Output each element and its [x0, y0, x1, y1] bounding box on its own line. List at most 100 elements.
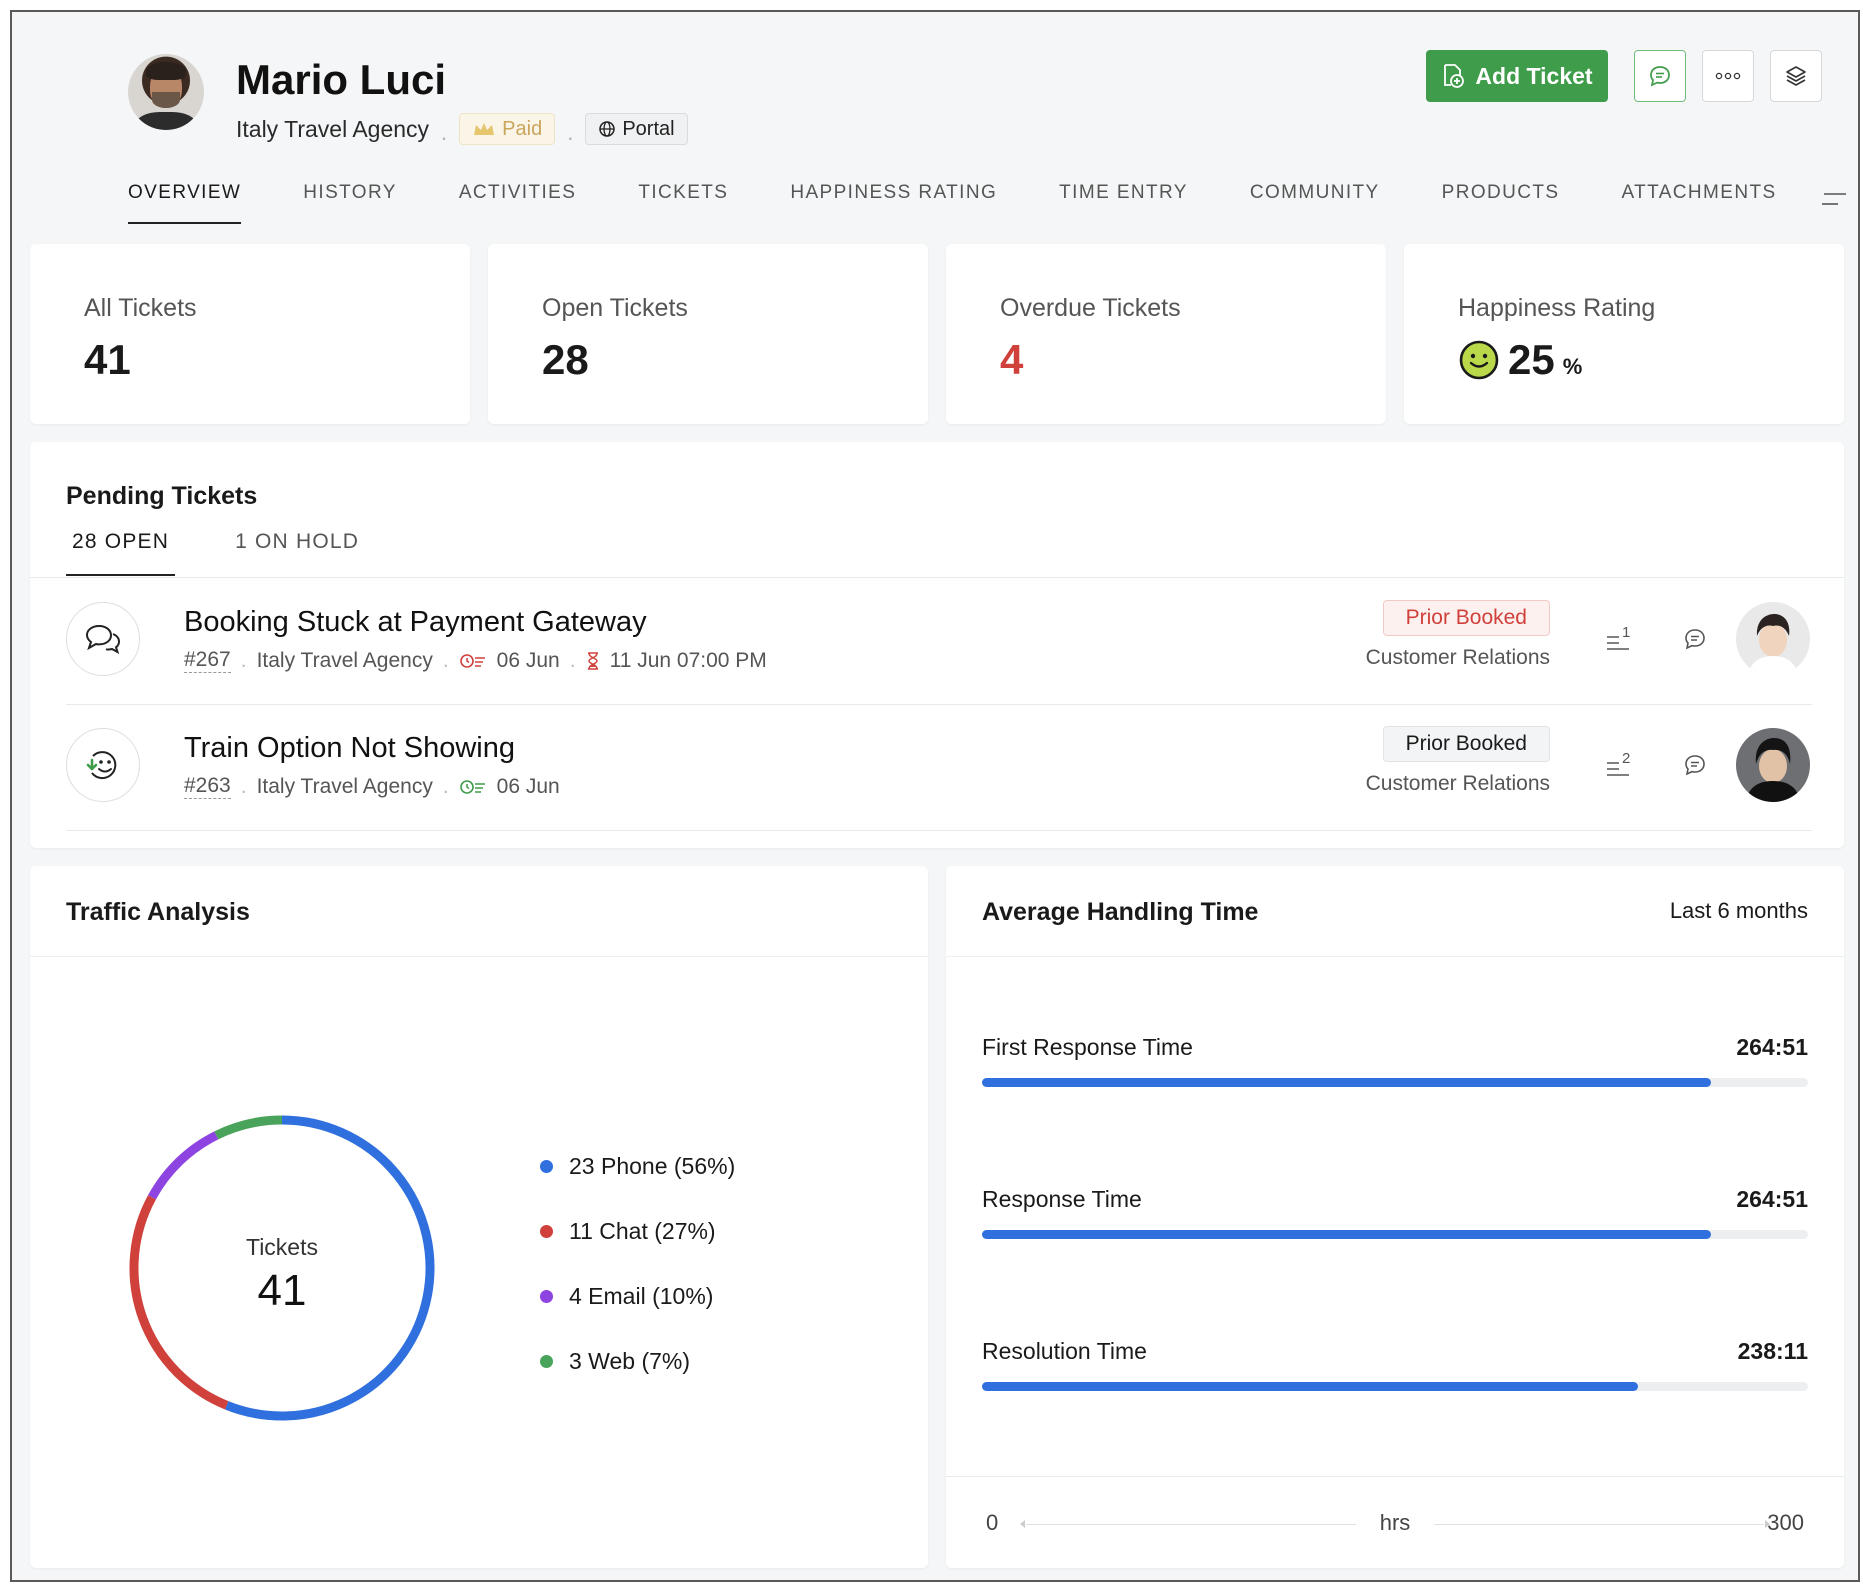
happiness-face-icon — [66, 728, 140, 802]
legend-item-web[interactable]: 3 Web (7%) — [540, 1329, 735, 1394]
metric-resolution-time: Resolution Time 238:11 — [982, 1338, 1808, 1391]
metric-label: Resolution Time — [982, 1338, 1147, 1364]
legend-label: 11 Chat (27%) — [569, 1218, 716, 1244]
donut-slice-email[interactable] — [148, 1131, 219, 1200]
legend-item-email[interactable]: 4 Email (10%) — [540, 1264, 735, 1329]
legend-item-chat[interactable]: 11 Chat (27%) — [540, 1199, 735, 1264]
divider — [66, 704, 1812, 705]
paid-label: Paid — [502, 117, 543, 140]
traffic-analysis-card: Traffic Analysis Tickets 41 23 Phone (56… — [30, 866, 928, 1568]
stat-card-open-tickets[interactable]: Open Tickets 28 — [488, 244, 928, 424]
separator-dot: . — [442, 774, 449, 798]
ticket-status-badge[interactable]: Prior Booked — [1382, 600, 1550, 636]
more-options-button[interactable] — [1702, 50, 1754, 102]
thread-list-icon — [1607, 762, 1629, 776]
agent-avatar[interactable] — [1736, 602, 1810, 676]
separator-dot: . — [442, 648, 449, 672]
created-time-icon — [459, 653, 485, 668]
stat-label: Overdue Tickets — [1000, 294, 1181, 322]
comment-icon[interactable] — [1682, 752, 1708, 778]
metric-label: Response Time — [982, 1186, 1142, 1212]
axis-max-label: 300 — [1767, 1510, 1804, 1535]
layers-icon — [1786, 66, 1806, 86]
stat-value: 28 — [542, 336, 589, 383]
pending-sub-tabs: 28 OPEN 1 ON HOLD — [66, 530, 419, 576]
stat-card-all-tickets[interactable]: All Tickets 41 — [30, 244, 470, 424]
metric-label: First Response Time — [982, 1034, 1193, 1060]
crown-icon — [474, 123, 495, 135]
tab-on-hold-tickets[interactable]: 1 ON HOLD — [235, 530, 360, 553]
axis-line — [1434, 1524, 1764, 1525]
bar-track — [982, 1382, 1808, 1391]
tab-time-entry[interactable]: TIME ENTRY — [1059, 182, 1188, 203]
divider — [30, 577, 1844, 578]
tabs-menu-icon[interactable] — [1820, 190, 1848, 208]
ticket-title[interactable]: Booking Stuck at Payment Gateway — [184, 606, 647, 638]
aht-range-selector[interactable]: Last 6 months — [1669, 898, 1808, 923]
ticket-created: 06 Jun — [496, 648, 560, 672]
stat-card-happiness-rating[interactable]: Happiness Rating 25 % — [1404, 244, 1844, 424]
bar-fill — [982, 1230, 1712, 1239]
axis-unit-label: hrs — [1379, 1510, 1411, 1535]
tab-history[interactable]: HISTORY — [303, 182, 397, 203]
ticket-account[interactable]: Italy Travel Agency — [256, 648, 433, 672]
traffic-legend: 23 Phone (56%) 11 Chat (27%) 4 Email (10… — [540, 1134, 735, 1394]
contact-tabs: OVERVIEW HISTORY ACTIVITIES TICKETS HAPP… — [128, 182, 1839, 224]
axis-left-arrow-icon — [1020, 1520, 1025, 1528]
donut-center-value: 41 — [257, 1266, 307, 1315]
metric-first-response-time: First Response Time 264:51 — [982, 1034, 1808, 1087]
thread-count[interactable]: 2 — [1606, 750, 1630, 781]
ticket-title[interactable]: Train Option Not Showing — [184, 732, 515, 764]
tab-products[interactable]: PRODUCTS — [1441, 182, 1560, 203]
divider — [30, 956, 928, 957]
chat-icon — [1650, 66, 1670, 87]
stat-label: All Tickets — [84, 294, 197, 322]
traffic-analysis-title: Traffic Analysis — [66, 898, 250, 926]
portal-badge[interactable]: Portal — [585, 113, 688, 145]
tab-overview[interactable]: OVERVIEW — [128, 182, 242, 224]
ticket-row[interactable]: Booking Stuck at Payment Gateway #267 . … — [66, 578, 1848, 704]
donut-slice-phone[interactable] — [225, 1115, 435, 1421]
ticket-id[interactable]: #267 — [184, 648, 231, 673]
happiness-unit: % — [1562, 354, 1583, 379]
legend-dot — [540, 1355, 553, 1368]
contact-subline: Italy Travel Agency . Paid . Portal — [236, 112, 688, 146]
ticket-id[interactable]: #263 — [184, 774, 231, 799]
legend-label: 4 Email (10%) — [569, 1283, 714, 1309]
separator-dot: . — [569, 648, 576, 672]
layers-button[interactable] — [1770, 50, 1822, 102]
ticket-meta: #263 . Italy Travel Agency . 06 Jun — [184, 774, 560, 799]
tab-tickets[interactable]: TICKETS — [638, 182, 729, 203]
divider — [946, 1476, 1844, 1477]
tab-activities[interactable]: ACTIVITIES — [458, 182, 577, 203]
stat-card-overdue-tickets[interactable]: Overdue Tickets 4 — [946, 244, 1386, 424]
stat-label: Open Tickets — [542, 294, 688, 322]
ticket-department: Customer Relations — [1365, 772, 1550, 795]
donut-slice-web[interactable] — [214, 1115, 283, 1140]
bar-fill — [982, 1078, 1712, 1087]
legend-dot — [540, 1290, 553, 1303]
thread-count[interactable]: 1 — [1606, 624, 1630, 655]
ticket-account[interactable]: Italy Travel Agency — [256, 774, 433, 798]
agent-avatar[interactable] — [1736, 728, 1810, 802]
ticket-row[interactable]: Train Option Not Showing #263 . Italy Tr… — [66, 704, 1848, 830]
donut-slice-chat[interactable] — [129, 1195, 229, 1410]
more-icon — [1715, 72, 1741, 80]
separator-dot: . — [567, 120, 574, 145]
legend-item-phone[interactable]: 23 Phone (56%) — [540, 1134, 735, 1199]
tab-happiness-rating[interactable]: HAPPINESS RATING — [790, 182, 998, 203]
ticket-status-badge[interactable]: Prior Booked — [1382, 726, 1550, 762]
stat-value: 4 — [1000, 336, 1024, 383]
legend-label: 3 Web (7%) — [569, 1348, 691, 1374]
comment-icon[interactable] — [1682, 626, 1708, 652]
contact-company[interactable]: Italy Travel Agency — [236, 115, 430, 142]
stat-label: Happiness Rating — [1458, 294, 1656, 322]
aht-axis: 0 hrs 300 — [982, 1510, 1808, 1540]
tab-attachments[interactable]: ATTACHMENTS — [1621, 182, 1777, 203]
legend-label: 23 Phone (56%) — [569, 1153, 736, 1179]
chat-button[interactable] — [1634, 50, 1686, 102]
pending-tickets-title: Pending Tickets — [66, 482, 258, 510]
tab-community[interactable]: COMMUNITY — [1249, 182, 1380, 203]
tab-open-tickets[interactable]: 28 OPEN — [66, 530, 176, 576]
add-ticket-button[interactable]: Add Ticket — [1426, 50, 1608, 102]
